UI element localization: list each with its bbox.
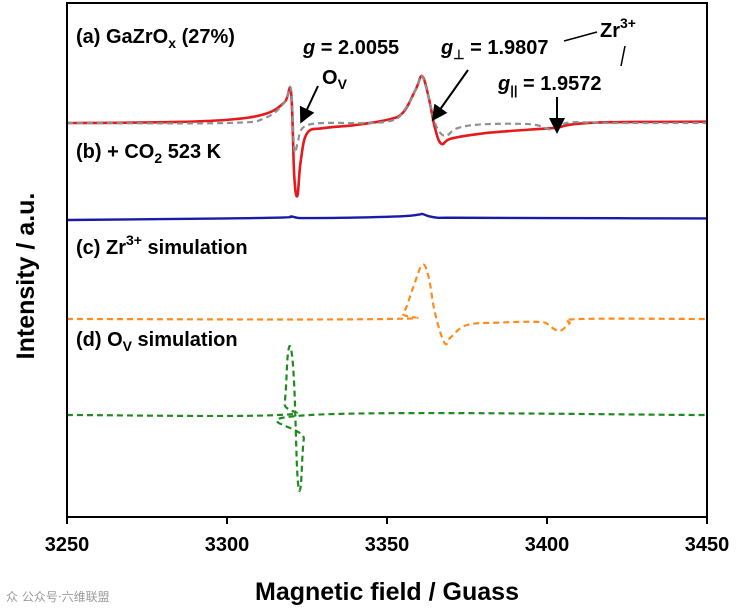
x-tick-label-3450: 3450 [685,534,730,556]
label-c: (c) Zr3+ simulation [76,232,248,259]
x-tick-label-3300: 3300 [205,534,250,556]
g-perp-arrow [431,69,469,122]
watermark: 众 公众号·六维联盟 [6,590,110,604]
g-iso-label: g = 2.0055 [302,37,399,59]
x-tick-label-3250: 3250 [45,534,90,556]
g-perp-label: g⊥ = 1.9807 [440,37,549,62]
zr-pointer-perp [563,31,598,42]
x-tick-label-3400: 3400 [525,534,570,556]
x-axis-title: Magnetic field / Guass [255,578,519,606]
series-line-4 [66,263,708,346]
series-line-3 [66,212,708,222]
label-a: (a) GaZrOx (27%) [76,26,235,51]
g-par-label: g|| = 1.9572 [497,73,601,98]
label-d: (d) OV simulation [76,329,238,354]
ov-label: OV [322,67,348,92]
zr-label: Zr3+ [600,15,636,42]
zr-pointer-par [620,45,626,67]
ov-arrow [299,85,319,124]
y-axis-title: Intensity / a.u. [12,193,40,360]
label-b: (b) + CO2 523 K [76,141,222,166]
plot-frame [66,2,708,518]
x-tick-label-3350: 3350 [365,534,410,556]
series-line-5 [66,344,708,492]
series-line-1 [66,74,708,198]
series-layer [66,73,708,492]
x-axis-ticks: 3250 3300 3350 3400 3450 [45,517,730,556]
